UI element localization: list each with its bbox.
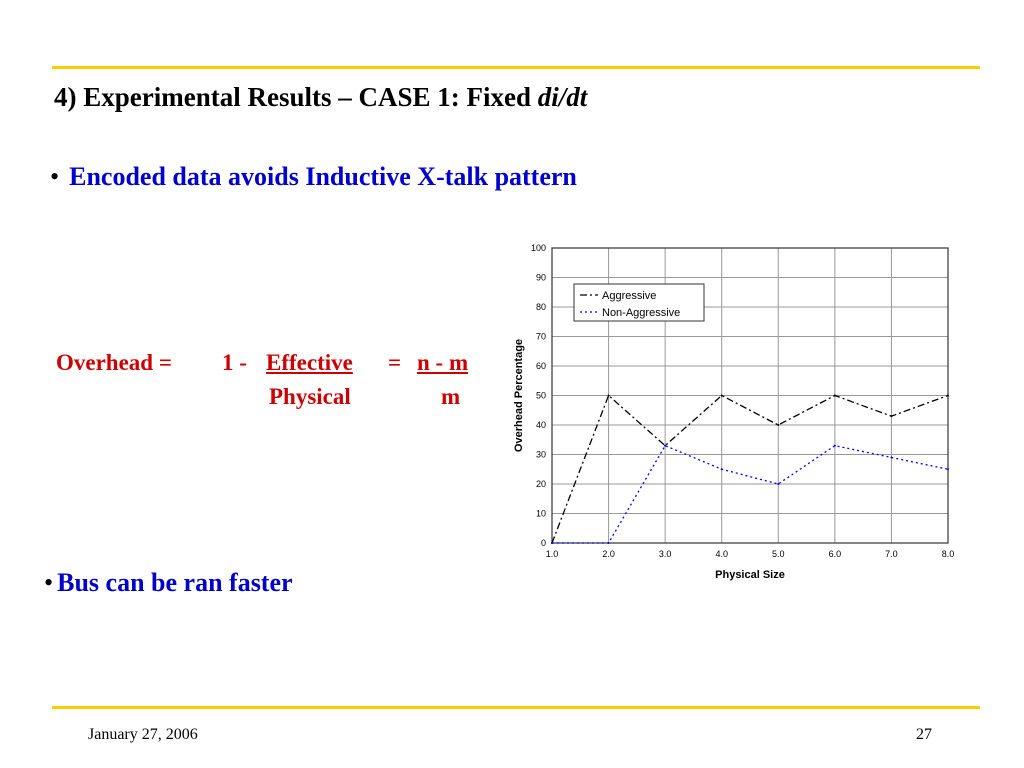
bullet-encoded-data: • Encoded data avoids Inductive X-talk pa… <box>50 162 577 192</box>
formula-label: Overhead = <box>56 350 172 375</box>
page-number: 27 <box>916 726 932 743</box>
data-point <box>664 444 667 447</box>
data-point <box>833 394 836 397</box>
formula-denominator: Physical <box>269 384 351 409</box>
y-tick-label: 60 <box>536 361 546 371</box>
data-point <box>720 468 723 471</box>
title-italic-text: di/dt <box>537 82 588 112</box>
x-tick-label: 1.0 <box>546 549 559 559</box>
footer-date: January 27, 2006 <box>88 726 198 743</box>
x-axis-label: Physical Size <box>715 569 785 581</box>
y-tick-label: 40 <box>536 420 546 430</box>
top-divider <box>52 66 980 69</box>
x-tick-label: 6.0 <box>829 549 842 559</box>
y-tick-label: 70 <box>536 332 546 342</box>
data-point <box>720 394 723 397</box>
data-point <box>607 542 610 544</box>
y-tick-label: 80 <box>536 302 546 312</box>
bullet-dot-icon: • <box>44 568 54 597</box>
data-point <box>890 456 893 459</box>
data-point <box>607 394 610 397</box>
bottom-divider <box>52 706 980 709</box>
formula-one-minus: 1 - <box>222 350 247 375</box>
y-tick-label: 0 <box>541 538 546 548</box>
legend-label: Aggressive <box>602 290 656 302</box>
bullet-text: Bus can be ran faster <box>57 568 293 597</box>
series-line-non-aggressive <box>552 444 949 544</box>
series-line-aggressive <box>551 394 949 544</box>
y-tick-label: 30 <box>536 450 546 460</box>
y-tick-label: 50 <box>536 391 546 401</box>
data-point <box>551 542 553 544</box>
x-tick-label: 7.0 <box>885 549 898 559</box>
data-point <box>947 394 949 397</box>
overhead-line-chart: 0 10 20 30 40 50 60 70 80 90 100 1.0 2.0 3.0 4.0 5.0 6.0… <box>513 243 955 581</box>
y-tick-label: 20 <box>536 479 546 489</box>
x-tick-label: 8.0 <box>942 549 955 559</box>
y-tick-label: 10 <box>536 509 546 519</box>
y-tick-label: 90 <box>536 273 546 283</box>
legend-label: Non-Aggressive <box>602 307 680 319</box>
data-point <box>833 444 836 447</box>
bullet-text: Encoded data avoids Inductive X-talk pat… <box>69 162 577 191</box>
y-tick-label: 100 <box>531 243 546 253</box>
x-tick-label: 5.0 <box>772 549 785 559</box>
x-tick-label: 4.0 <box>715 549 728 559</box>
bullet-dot-icon: • <box>50 162 60 191</box>
x-tick-label: 3.0 <box>659 549 672 559</box>
data-point <box>890 415 893 418</box>
slide-title: 4) Experimental Results – CASE 1: Fixed … <box>54 82 588 112</box>
bullet-bus-faster: • Bus can be ran faster <box>44 568 293 598</box>
data-point <box>947 468 949 471</box>
formula-equals: = <box>388 350 402 375</box>
formula-numerator: Effective <box>266 350 353 375</box>
legend-box <box>573 283 705 322</box>
formula-rhs-numerator: n - m <box>417 350 469 375</box>
data-point <box>777 424 780 426</box>
data-point <box>777 483 780 485</box>
formula-rhs-denominator: m <box>441 384 461 409</box>
x-tick-label: 2.0 <box>602 549 615 559</box>
y-axis-label: Overhead Percentage <box>513 339 525 452</box>
